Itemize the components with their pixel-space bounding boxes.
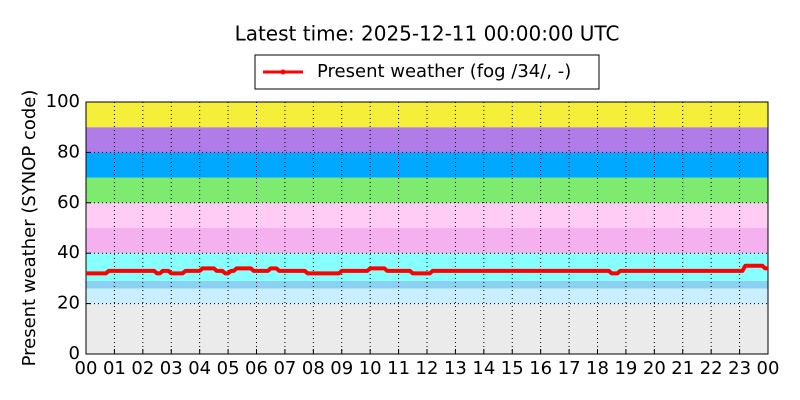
- x-tick-label: 20: [643, 358, 666, 379]
- x-tick-label: 17: [558, 358, 581, 379]
- band: [86, 280, 768, 289]
- x-tick-label: 05: [217, 358, 240, 379]
- x-tick-label: 13: [444, 358, 467, 379]
- x-tick-label: 06: [245, 358, 268, 379]
- band: [86, 228, 768, 254]
- legend-label: Present weather (fog /34/, -): [317, 61, 571, 82]
- band: [86, 127, 768, 153]
- x-tick-label: 00: [757, 358, 780, 379]
- x-tick-label: 12: [416, 358, 439, 379]
- x-tick-label: 02: [131, 358, 154, 379]
- y-tick-label: 80: [57, 141, 80, 162]
- x-tick-label: 08: [302, 358, 325, 379]
- x-tick-label: 09: [330, 358, 353, 379]
- x-tick-label: 07: [273, 358, 296, 379]
- x-tick-label: 18: [586, 358, 609, 379]
- x-tick-label: 19: [614, 358, 637, 379]
- y-tick-label: 20: [57, 293, 80, 314]
- chart-title: Latest time: 2025-12-11 00:00:00 UTC: [235, 22, 620, 46]
- x-tick-label: 16: [529, 358, 552, 379]
- x-tick-label: 15: [501, 358, 524, 379]
- band: [86, 253, 768, 281]
- x-tick-label: 21: [671, 358, 694, 379]
- y-axis-label: Present weather (SYNOP code): [19, 90, 40, 367]
- x-tick-label: 00: [75, 358, 98, 379]
- x-tick-label: 01: [103, 358, 126, 379]
- x-tick-label: 14: [472, 358, 495, 379]
- plot-frame: [85, 101, 769, 355]
- x-tick-label: 03: [160, 358, 183, 379]
- y-tick-label: 40: [57, 242, 80, 263]
- data-line: [86, 263, 768, 276]
- y-tick-label: 60: [57, 192, 80, 213]
- x-tick-label: 23: [728, 358, 751, 379]
- band: [86, 288, 768, 304]
- legend: [254, 54, 600, 90]
- y-tick-label: 0: [69, 343, 80, 364]
- band: [86, 152, 768, 178]
- x-tick-label: 11: [387, 358, 410, 379]
- x-tick-label: 22: [700, 358, 723, 379]
- x-tick-label: 04: [188, 358, 211, 379]
- x-tick-label: 10: [359, 358, 382, 379]
- legend-marker: [280, 69, 286, 75]
- band: [86, 303, 768, 354]
- y-tick-label: 100: [46, 91, 80, 112]
